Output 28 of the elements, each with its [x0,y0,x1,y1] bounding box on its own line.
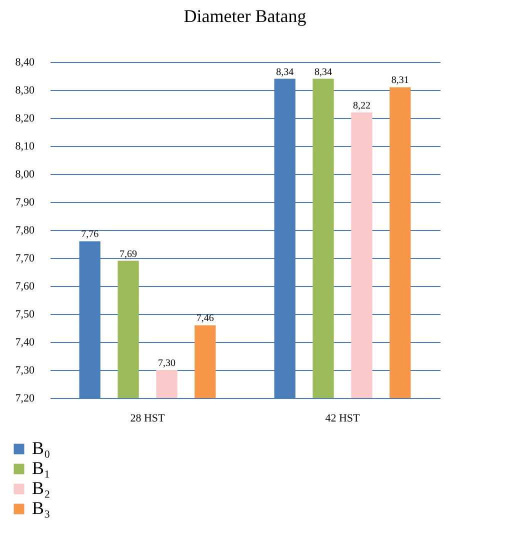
y-tick-label: 8,30 [15,84,35,96]
x-tick-label: 42 HST [325,412,360,424]
legend-label: B₃ [32,498,50,518]
data-label: 8,34 [276,66,294,78]
y-tick-label: 7,40 [15,336,35,348]
y-tick-label: 8,10 [15,140,35,152]
data-label: 7,46 [196,313,214,324]
legend-label: B₀ [32,438,50,458]
data-label: 7,76 [81,229,99,240]
y-tick-label: 7,80 [15,224,35,236]
data-label: 7,69 [120,248,138,260]
data-label: 7,30 [158,358,176,369]
y-tick-label: 7,60 [15,280,35,292]
y-tick-label: 7,70 [15,252,35,264]
data-label: 8,34 [314,66,332,78]
x-tick-label: 28 HST [130,412,166,424]
y-tick-label: 7,30 [15,364,35,376]
y-tick-label: 7,50 [15,308,35,320]
chart-title: Diameter Batang [184,6,306,26]
y-tick-label: 8,00 [15,168,35,180]
y-tick-label: 8,20 [15,112,35,124]
y-tick-label: 8,40 [15,56,35,68]
data-label: 8,31 [391,75,409,86]
legend-label: B₁ [32,458,50,478]
data-label: 8,22 [352,100,370,112]
y-tick-label: 7,90 [15,196,35,208]
legend-label: B₂ [32,478,50,498]
y-tick-label: 7,20 [15,392,35,404]
